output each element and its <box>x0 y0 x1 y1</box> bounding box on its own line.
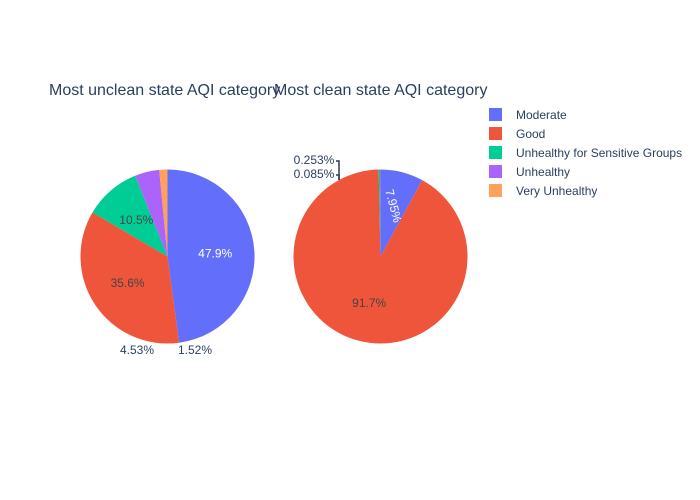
unclean-slice-very-unhealthy[interactable] <box>159 169 168 257</box>
legend-swatch-unhealthy-for-sensitive-groups <box>489 146 502 159</box>
unclean-state-pie: 47.9% 35.6% 10.5% 4.53% 1.52% <box>80 169 255 357</box>
unclean-state-title: Most unclean state AQI category <box>49 82 280 99</box>
legend-swatch-unhealthy <box>489 165 502 178</box>
legend-item-moderate[interactable]: Moderate <box>489 108 567 122</box>
clean-label-unhealthy-for-sensitive-groups: 0.253% <box>294 153 335 167</box>
legend-item-very-unhealthy[interactable]: Very Unhealthy <box>489 184 597 198</box>
clean-leader-unhealthy <box>336 174 340 180</box>
legend-label-good: Good <box>516 127 545 141</box>
unclean-label-unhealthy-for-sensitive-groups: 10.5% <box>119 213 153 227</box>
legend-label-moderate: Moderate <box>516 108 567 122</box>
clean-slice-unhealthy-for-sensitive-groups[interactable] <box>378 169 381 257</box>
unclean-slice-moderate[interactable] <box>167 169 255 343</box>
legend-item-unhealthy-for-sensitive-groups[interactable]: Unhealthy for Sensitive Groups <box>489 146 682 160</box>
unclean-slice-unhealthy-for-sensitive-groups[interactable] <box>92 175 168 257</box>
clean-state-pie: 7.95%91.7%0.253%0.085% <box>293 153 468 344</box>
unclean-label-moderate: 47.9% <box>198 246 232 260</box>
legend-item-good[interactable]: Good <box>489 127 545 141</box>
legend-swatch-very-unhealthy <box>489 184 502 197</box>
legend-swatch-moderate <box>489 108 502 121</box>
legend-label-very-unhealthy: Very Unhealthy <box>516 184 597 198</box>
unclean-label-good: 35.6% <box>111 276 145 290</box>
unclean-label-unhealthy: 4.53% <box>120 343 154 357</box>
legend-label-unhealthy-for-sensitive-groups: Unhealthy for Sensitive Groups <box>516 146 682 160</box>
unclean-label-very-unhealthy: 1.52% <box>178 343 212 357</box>
unclean-slice-unhealthy[interactable] <box>135 169 168 257</box>
clean-label-good: 91.7% <box>352 296 386 310</box>
clean-leader-unhealthy-for-sensitive-groups <box>336 160 340 180</box>
clean-label-unhealthy: 0.085% <box>294 167 335 181</box>
legend[interactable]: Moderate Good Unhealthy for Sensitive Grou… <box>489 108 682 198</box>
legend-item-unhealthy[interactable]: Unhealthy <box>489 165 570 179</box>
clean-slice-moderate[interactable] <box>380 169 423 257</box>
legend-label-unhealthy: Unhealthy <box>516 165 570 179</box>
legend-swatch-good <box>489 127 502 140</box>
clean-slice-good[interactable] <box>293 169 468 344</box>
clean-state-title: Most clean state AQI category <box>274 82 487 99</box>
unclean-slice-good[interactable] <box>80 212 180 344</box>
